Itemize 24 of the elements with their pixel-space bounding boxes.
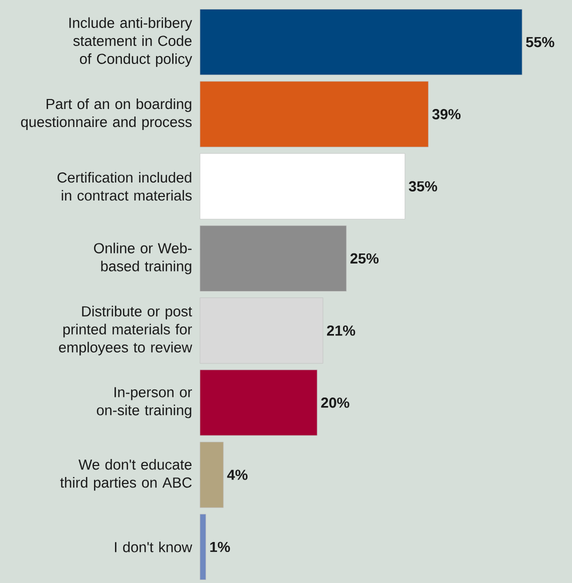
data-label: 1% [210,542,230,552]
bar [200,442,224,508]
data-label: 4% [227,470,248,480]
y-tick-label: In-person or on-site training [96,387,192,418]
bar [200,81,429,148]
data-label: 39% [432,109,461,120]
y-tick-label: Part of an on boarding questionnaire and process [21,98,192,130]
bar [200,225,347,292]
y-tick-label: Online or Web-based training [94,242,192,274]
data-label: 21% [327,325,356,336]
bar [200,153,406,220]
bar [200,514,206,580]
y-tick-label: Include anti-bribery statement in Code of Conduct policy [69,17,192,67]
data-label: 25% [350,253,379,264]
bar [200,9,522,76]
y-tick-label: Distribute or post printed materials for employees to review [59,306,192,356]
data-label: 35% [408,181,438,192]
data-label: 55% [526,36,554,48]
bar [200,370,318,436]
bar [200,298,324,364]
y-tick-label: Certification included in contract materials [58,172,192,201]
y-tick-label: We don't educate third parties on ABC [60,459,192,491]
data-label: 20% [321,398,350,408]
y-tick-label: I don't know [114,542,192,552]
